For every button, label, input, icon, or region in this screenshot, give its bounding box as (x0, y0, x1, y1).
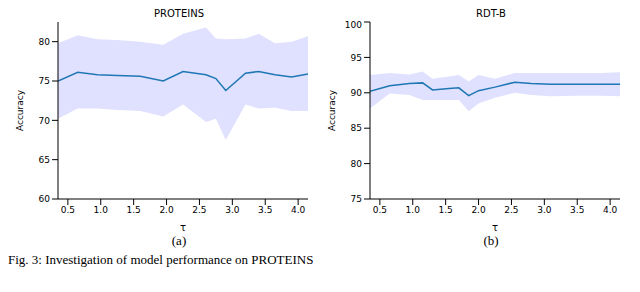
svg-text:τ: τ (492, 222, 498, 233)
svg-text:3.5: 3.5 (570, 205, 584, 215)
svg-text:80: 80 (351, 159, 363, 169)
html-text:(b): (b) (483, 233, 499, 248)
svg-text:0.5: 0.5 (61, 205, 75, 215)
svg-text:1.0: 1.0 (406, 205, 421, 215)
svg-text:1.5: 1.5 (126, 205, 140, 215)
svg-text:2.0: 2.0 (471, 205, 486, 215)
svg-text:τ: τ (180, 222, 186, 233)
svg-text:Accuracy: Accuracy (15, 89, 25, 131)
svg-text:85: 85 (351, 123, 362, 133)
html-text:Fig. 3: Investigation of model: Fig. 3: Investigation of model performan… (8, 252, 314, 267)
svg-text:75: 75 (39, 76, 50, 86)
html-text:(a): (a) (171, 233, 187, 248)
svg-text:3.0: 3.0 (537, 205, 552, 215)
svg-text:70: 70 (39, 116, 51, 126)
svg-text:4.0: 4.0 (291, 205, 306, 215)
svg-text:1.0: 1.0 (94, 205, 109, 215)
svg-text:65: 65 (39, 155, 50, 165)
html-text:PROTEINS: PROTEINS (154, 8, 204, 19)
svg-text:95: 95 (351, 53, 362, 63)
svg-text:90: 90 (351, 88, 363, 98)
svg-text:4.0: 4.0 (603, 205, 618, 215)
svg-text:3.5: 3.5 (258, 205, 272, 215)
svg-text:2.5: 2.5 (192, 205, 206, 215)
svg-text:0.5: 0.5 (373, 205, 387, 215)
svg-text:2.5: 2.5 (504, 205, 518, 215)
svg-text:75: 75 (351, 194, 362, 204)
svg-text:Accuracy: Accuracy (327, 89, 337, 131)
html-text:RDT-B: RDT-B (476, 8, 506, 19)
svg-text:3.0: 3.0 (225, 205, 240, 215)
svg-text:100: 100 (345, 20, 362, 30)
svg-text:60: 60 (39, 194, 51, 204)
svg-text:2.0: 2.0 (159, 205, 174, 215)
svg-text:80: 80 (39, 37, 51, 47)
svg-text:1.5: 1.5 (438, 205, 452, 215)
